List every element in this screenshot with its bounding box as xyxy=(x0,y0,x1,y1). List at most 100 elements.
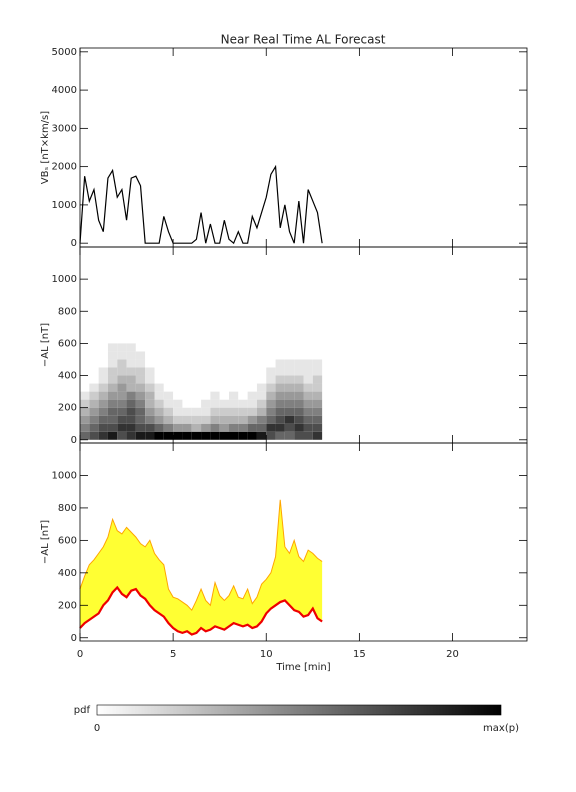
heat-cell xyxy=(294,431,304,440)
heat-cell xyxy=(284,367,295,376)
heat-cell xyxy=(201,359,211,368)
heat-cell xyxy=(107,415,118,424)
heat-cell xyxy=(219,415,229,424)
heat-cell xyxy=(182,399,192,408)
heat-cell xyxy=(256,431,267,440)
heat-cell xyxy=(275,343,285,352)
heat-cell xyxy=(154,367,164,376)
heat-cell xyxy=(117,431,127,440)
heat-cell xyxy=(107,431,118,440)
heat-cell xyxy=(247,383,257,392)
y-tick-label: 1000 xyxy=(52,274,77,285)
heat-cell xyxy=(126,343,136,352)
heat-cell xyxy=(135,423,146,432)
heat-cell xyxy=(275,383,285,392)
heat-cell xyxy=(275,391,285,400)
heat-cell xyxy=(256,407,267,416)
heat-cell xyxy=(266,415,276,424)
heat-cell xyxy=(294,399,304,408)
heat-cell xyxy=(154,423,164,432)
heat-cell xyxy=(173,423,183,432)
heat-cell xyxy=(126,407,136,416)
heat-cell xyxy=(135,351,146,360)
heat-cell xyxy=(266,383,276,392)
heat-cell xyxy=(80,375,90,384)
x-tick-label: 20 xyxy=(446,649,459,660)
heat-cell xyxy=(256,343,267,352)
heat-cell xyxy=(191,415,202,424)
heat-cell xyxy=(266,431,276,440)
heat-cell xyxy=(154,359,164,368)
heat-cell xyxy=(210,383,220,392)
heat-cell xyxy=(312,407,323,416)
heat-cell xyxy=(238,407,248,416)
heat-cell xyxy=(80,415,90,424)
heat-cell xyxy=(229,383,239,392)
heat-cell xyxy=(201,367,211,376)
heat-cell xyxy=(294,415,304,424)
heat-cell xyxy=(80,407,90,416)
heat-cell xyxy=(182,359,192,368)
plot-frame xyxy=(79,47,528,248)
heat-cell xyxy=(312,367,323,376)
heat-cell xyxy=(294,375,304,384)
y-tick-label: 800 xyxy=(58,306,77,317)
heat-cell xyxy=(107,423,118,432)
heat-cell xyxy=(117,367,127,376)
heat-cell xyxy=(117,375,127,384)
heat-cell xyxy=(229,391,239,400)
heat-cell xyxy=(256,359,267,368)
heat-cell xyxy=(201,351,211,360)
heat-cell xyxy=(201,431,211,440)
colorbar-title: pdf xyxy=(74,705,91,716)
heat-cell xyxy=(201,423,211,432)
band-area xyxy=(80,499,323,635)
x-tick-label: 10 xyxy=(260,649,273,660)
heat-cell xyxy=(182,351,192,360)
heat-cell xyxy=(303,359,313,368)
heat-cell xyxy=(126,399,136,408)
y-tick-label: 4000 xyxy=(52,85,77,96)
heat-cell xyxy=(266,359,276,368)
heat-cell xyxy=(117,423,127,432)
heat-cell xyxy=(229,399,239,408)
heat-cell xyxy=(238,367,248,376)
heat-cell xyxy=(256,367,267,376)
y-tick-label: 600 xyxy=(58,535,77,546)
heat-cell xyxy=(210,431,220,440)
heat-cell xyxy=(303,431,313,440)
heat-cell xyxy=(210,343,220,352)
heat-cell xyxy=(145,407,155,416)
heat-cell xyxy=(219,375,229,384)
x-axis-label: Time [min] xyxy=(275,662,330,673)
heat-cell xyxy=(284,343,295,352)
heat-cell xyxy=(80,343,90,352)
heat-cell xyxy=(275,367,285,376)
colorbar-max: max(p) xyxy=(483,723,519,734)
data-line xyxy=(79,164,323,245)
y-tick-label: 0 xyxy=(71,435,77,446)
heat-cell xyxy=(154,407,164,416)
heat-cell xyxy=(173,375,183,384)
y-tick-label: 1000 xyxy=(52,200,77,211)
heat-cell xyxy=(312,431,323,440)
heat-cell xyxy=(303,367,313,376)
heat-cell xyxy=(219,423,229,432)
heat-cell xyxy=(219,383,229,392)
heat-cell xyxy=(247,407,257,416)
heat-cell xyxy=(163,367,174,376)
heat-cell xyxy=(154,375,164,384)
heat-cell xyxy=(98,431,108,440)
heat-cell xyxy=(145,423,155,432)
heat-cell xyxy=(210,423,220,432)
heat-cell xyxy=(126,415,136,424)
heat-cell xyxy=(210,399,220,408)
heat-cell xyxy=(173,407,183,416)
heat-cell xyxy=(98,415,108,424)
heat-cell xyxy=(210,359,220,368)
colorbar-min: 0 xyxy=(94,723,100,734)
heat-cell xyxy=(303,415,313,424)
heat-cell xyxy=(107,391,118,400)
heat-cell xyxy=(303,375,313,384)
